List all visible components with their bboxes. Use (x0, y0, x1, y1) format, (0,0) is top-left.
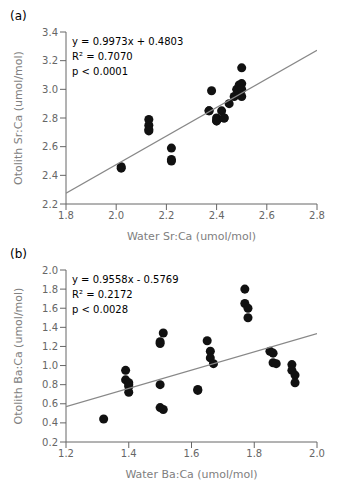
svg-text:2.4: 2.4 (42, 170, 58, 181)
svg-text:0.8: 0.8 (42, 379, 58, 390)
svg-text:2.6: 2.6 (42, 141, 58, 152)
html-text:p < 0.0001: p < 0.0001 (72, 66, 129, 77)
svg-text:2.6: 2.6 (259, 210, 275, 221)
svg-text:2.2: 2.2 (42, 199, 58, 210)
svg-text:2.4: 2.4 (209, 210, 225, 221)
svg-text:3.4: 3.4 (42, 27, 58, 38)
svg-text:2.0: 2.0 (108, 210, 124, 221)
html-text:(b): (b) (10, 247, 27, 261)
svg-text:1.2: 1.2 (42, 341, 58, 352)
html-text:y = 0.9973x + 0.4803: y = 0.9973x + 0.4803 (72, 36, 184, 47)
svg-text:1.2: 1.2 (58, 448, 74, 459)
svg-text:2.0: 2.0 (309, 448, 325, 459)
svg-text:2.2: 2.2 (158, 210, 174, 221)
html-text:R² = 0.7070: R² = 0.7070 (72, 51, 133, 62)
svg-text:0.2: 0.2 (42, 437, 58, 448)
svg-text:3.0: 3.0 (42, 84, 58, 95)
html-text:y = 0.9558x - 0.5769: y = 0.9558x - 0.5769 (72, 274, 179, 285)
svg-text:Otolith Sr:Ca (umol/mol): Otolith Sr:Ca (umol/mol) (12, 51, 25, 185)
svg-text:Water Ba:Ca (umol/mol): Water Ba:Ca (umol/mol) (125, 468, 257, 481)
svg-text:2.0: 2.0 (42, 265, 58, 276)
svg-text:Otolith Ba:Ca (umol/mol): Otolith Ba:Ca (umol/mol) (12, 288, 25, 425)
svg-text:1.8: 1.8 (58, 210, 74, 221)
svg-text:Water Sr:Ca (umol/mol): Water Sr:Ca (umol/mol) (127, 230, 256, 243)
svg-text:3.2: 3.2 (42, 55, 58, 66)
svg-text:2.8: 2.8 (42, 113, 58, 124)
svg-text:1.8: 1.8 (246, 448, 262, 459)
svg-text:1.6: 1.6 (42, 303, 58, 314)
svg-text:1.6: 1.6 (184, 448, 200, 459)
html-text:(a): (a) (10, 9, 27, 23)
svg-text:1.4: 1.4 (42, 322, 58, 333)
svg-text:1.0: 1.0 (42, 360, 58, 371)
svg-text:0.4: 0.4 (42, 417, 58, 428)
html-text:R² = 0.2172: R² = 0.2172 (72, 289, 133, 300)
svg-text:0.6: 0.6 (42, 398, 58, 409)
svg-text:2.8: 2.8 (309, 210, 325, 221)
html-text:p < 0.0028: p < 0.0028 (72, 304, 129, 315)
svg-text:1.4: 1.4 (121, 448, 137, 459)
svg-text:1.8: 1.8 (42, 284, 58, 295)
